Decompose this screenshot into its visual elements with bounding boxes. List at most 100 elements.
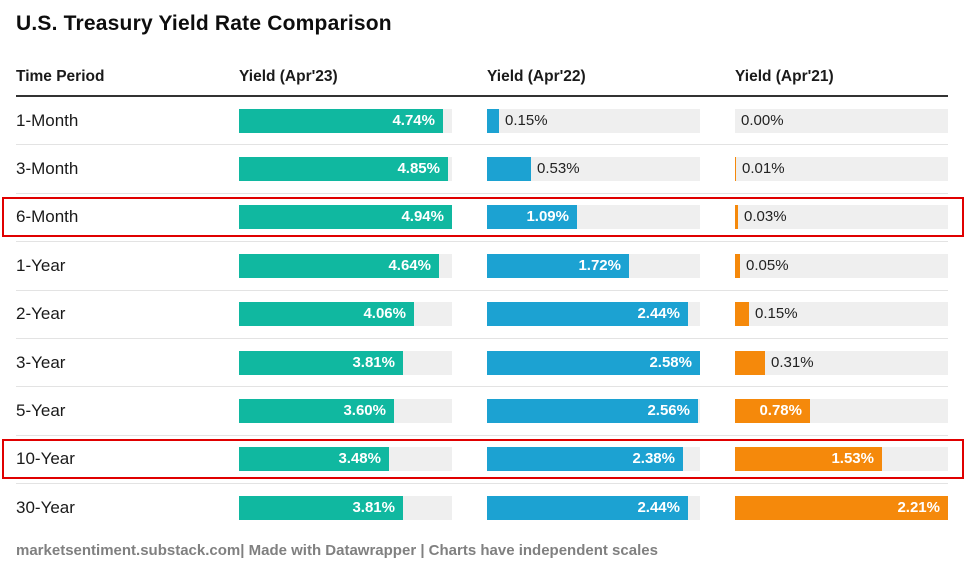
row-label: 2-Year (16, 304, 66, 324)
bar-apr23 (239, 302, 414, 327)
bar-cell-apr22: 2.38% (487, 447, 700, 472)
table-row: 10-Year 3.48% 2.38% 1.53% (2, 436, 964, 485)
bar-value-label: 2.38% (632, 450, 675, 468)
bar-track: 4.74% (239, 108, 452, 133)
row-label: 3-Year (16, 352, 66, 372)
header-yield-apr23: Yield (Apr'23) (239, 68, 338, 85)
table-header-row: Time Period Yield (Apr'23) Yield (Apr'22… (16, 68, 948, 97)
bar-apr23 (239, 447, 389, 472)
bar-cell-apr21: 1.53% (735, 447, 948, 472)
bar-cell-apr22: 1.72% (487, 253, 700, 278)
bar-cell-apr21: 0.31% (735, 350, 948, 375)
bar-track: 3.60% (239, 399, 452, 424)
bar-apr22 (487, 205, 577, 230)
bar-cell-apr21: 0.78% (735, 399, 948, 424)
bar-track: 0.00% (735, 108, 948, 133)
bar-value-label: 0.15% (755, 305, 798, 323)
header-time-period: Time Period (16, 68, 105, 85)
chart-footer: marketsentiment.substack.com| Made with … (16, 541, 658, 559)
bar-cell-apr22: 0.53% (487, 157, 700, 182)
bar-cell-apr22: 2.44% (487, 496, 700, 521)
bar-apr22 (487, 350, 700, 375)
bar-apr23 (239, 350, 403, 375)
table-row: 3-Year 3.81% 2.58% 0.31% (16, 339, 948, 388)
bar-cell-apr21: 2.21% (735, 496, 948, 521)
bar-apr23 (239, 157, 448, 182)
table-row: 30-Year 3.81% 2.44% 2.21% (16, 484, 948, 532)
chart-title: U.S. Treasury Yield Rate Comparison (16, 12, 392, 35)
bar-cell-apr21: 0.05% (735, 253, 948, 278)
bar-value-label: 0.53% (537, 160, 580, 178)
bar-track: 3.48% (239, 447, 452, 472)
bar-cell-apr22: 1.09% (487, 205, 700, 230)
bar-track: 1.09% (487, 205, 700, 230)
bar-value-label: 2.21% (897, 499, 940, 517)
bar-value-label: 0.31% (771, 353, 814, 371)
header-yield-apr21: Yield (Apr'21) (735, 68, 834, 85)
bar-apr21 (735, 205, 738, 230)
bar-value-label: 0.03% (744, 208, 787, 226)
table-row: 1-Month 4.74% 0.15% 0.00% (16, 97, 948, 146)
bar-cell-apr23: 3.81% (239, 496, 452, 521)
table-row: 3-Month 4.85% 0.53% 0.01% (16, 145, 948, 194)
row-label: 5-Year (16, 401, 66, 421)
row-label: 1-Year (16, 255, 66, 275)
row-label: 10-Year (16, 449, 75, 469)
bar-cell-apr23: 4.85% (239, 157, 452, 182)
bar-apr22 (487, 157, 531, 182)
bar-apr23 (239, 205, 452, 230)
row-label: 1-Month (16, 110, 79, 130)
bar-track: 0.31% (735, 350, 948, 375)
bar-value-label: 1.53% (831, 450, 874, 468)
bar-cell-apr22: 2.56% (487, 399, 700, 424)
bar-apr22 (487, 253, 629, 278)
bar-apr21 (735, 253, 740, 278)
bar-track: 0.03% (735, 205, 948, 230)
table-row: 5-Year 3.60% 2.56% 0.78% (16, 387, 948, 436)
bar-track: 3.81% (239, 496, 452, 521)
bar-value-label: 2.58% (649, 353, 692, 371)
bar-value-label: 0.05% (746, 256, 789, 274)
bar-apr22 (487, 108, 499, 133)
bar-apr21 (735, 447, 882, 472)
bar-apr21 (735, 302, 749, 327)
bar-track: 4.64% (239, 253, 452, 278)
bar-value-label: 4.94% (401, 208, 444, 226)
bar-value-label: 3.81% (352, 499, 395, 517)
row-label: 3-Month (16, 159, 79, 179)
bar-apr21 (735, 496, 948, 521)
bar-value-label: 0.00% (741, 111, 784, 129)
bar-cell-apr22: 2.44% (487, 302, 700, 327)
bar-apr22 (487, 496, 688, 521)
bar-value-label: 0.01% (742, 160, 785, 178)
bar-track: 0.15% (735, 302, 948, 327)
bar-track: 2.38% (487, 447, 700, 472)
header-yield-apr22: Yield (Apr'22) (487, 68, 586, 85)
bar-value-label: 3.60% (343, 402, 386, 420)
bar-value-label: 4.06% (363, 305, 406, 323)
bar-track: 0.53% (487, 157, 700, 182)
bar-apr23 (239, 253, 439, 278)
bar-cell-apr22: 0.15% (487, 108, 700, 133)
bar-apr23 (239, 108, 443, 133)
bar-cell-apr23: 3.60% (239, 399, 452, 424)
bar-value-label: 2.44% (637, 305, 680, 323)
bar-track: 0.15% (487, 108, 700, 133)
bar-track: 2.44% (487, 496, 700, 521)
table-body: 1-Month 4.74% 0.15% 0.00% 3-Month 4.85% 0.5… (2, 97, 964, 533)
bar-value-label: 2.56% (647, 402, 690, 420)
bar-cell-apr23: 3.48% (239, 447, 452, 472)
bar-apr22 (487, 302, 688, 327)
bar-track: 1.53% (735, 447, 948, 472)
bar-track: 0.01% (735, 157, 948, 182)
bar-apr21 (735, 350, 765, 375)
bar-track: 2.58% (487, 350, 700, 375)
bar-value-label: 4.85% (397, 160, 440, 178)
bar-cell-apr21: 0.03% (735, 205, 948, 230)
bar-value-label: 0.15% (505, 111, 548, 129)
bar-value-label: 2.44% (637, 499, 680, 517)
bar-apr22 (487, 399, 698, 424)
bar-track: 0.78% (735, 399, 948, 424)
bar-cell-apr23: 3.81% (239, 350, 452, 375)
bar-value-label: 4.74% (392, 111, 435, 129)
